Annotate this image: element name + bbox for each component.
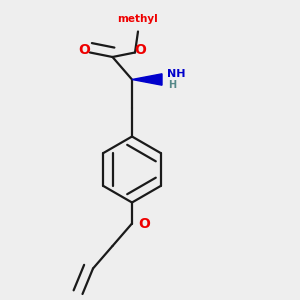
Polygon shape	[132, 74, 162, 85]
Text: H: H	[169, 80, 177, 90]
Text: O: O	[134, 43, 146, 57]
Text: methyl: methyl	[118, 14, 158, 24]
Text: NH: NH	[167, 69, 185, 79]
Text: O: O	[139, 217, 151, 230]
Text: O: O	[79, 43, 91, 57]
